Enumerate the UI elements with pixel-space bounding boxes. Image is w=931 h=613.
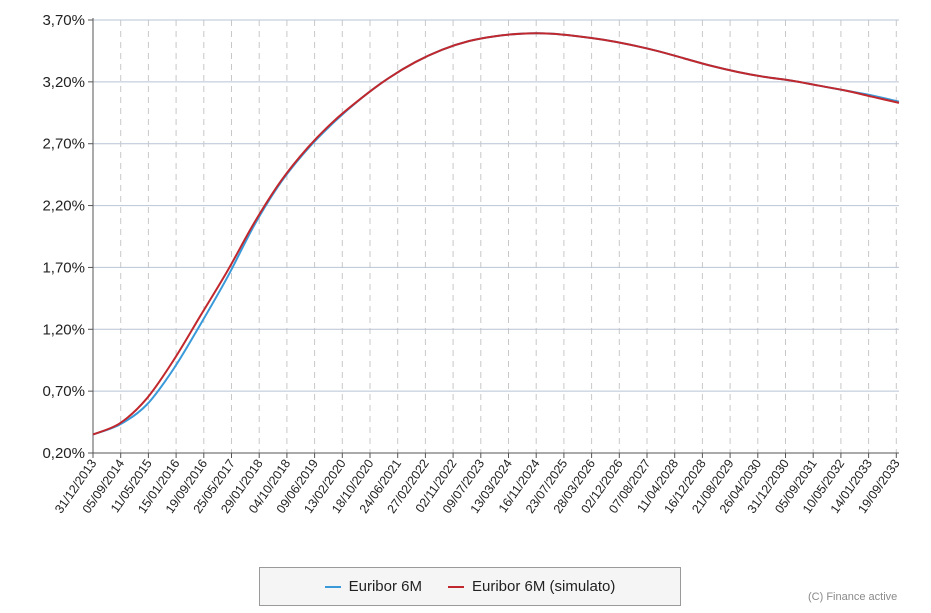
series-line-euribor-6m <box>92 32 900 436</box>
legend-swatch-red <box>447 585 464 588</box>
y-tick-label: 1,70% <box>42 259 85 276</box>
series-line-euribor-6m-simulato <box>92 32 900 436</box>
legend-item-euribor-6m[interactable]: Euribor 6M <box>324 578 422 595</box>
y-tick-label: 3,20% <box>42 74 85 91</box>
x-axis-ticks: 31/12/201305/09/201411/05/201515/01/2016… <box>52 453 903 516</box>
y-tick-label: 2,20% <box>42 198 85 215</box>
y-tick-label: 3,70% <box>42 12 85 29</box>
legend-item-euribor-6m-simulato[interactable]: Euribor 6M (simulato) <box>447 578 616 595</box>
y-tick-label: 2,70% <box>42 136 85 153</box>
legend-swatch-blue <box>324 585 341 588</box>
axes <box>92 18 899 454</box>
y-tick-label: 0,20% <box>42 445 85 462</box>
y-tick-label: 1,20% <box>42 321 85 338</box>
legend: Euribor 6M Euribor 6M (simulato) <box>259 567 681 606</box>
legend-label: Euribor 6M <box>348 578 422 595</box>
legend-label: Euribor 6M (simulato) <box>471 578 616 595</box>
credit-text: (C) Finance active <box>808 591 898 603</box>
y-tick-label: 0,70% <box>42 383 85 400</box>
series <box>92 32 900 436</box>
y-axis-ticks: 3,70% 3,20% 2,70% 2,20% 1,70% 1,20% 0,70% 0,20% <box>42 12 93 462</box>
grid <box>92 19 899 454</box>
